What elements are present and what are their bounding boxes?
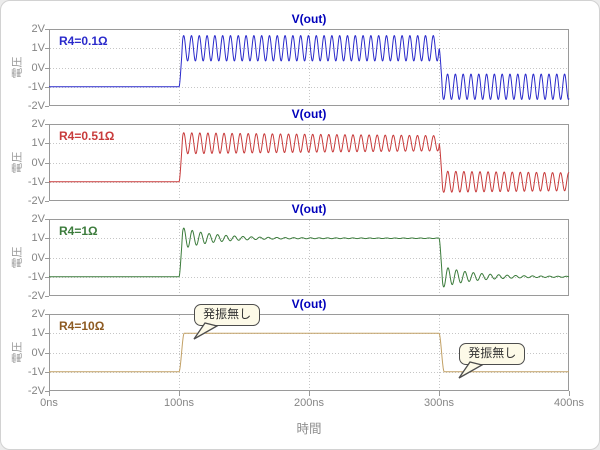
trace-R4=1Ω <box>48 227 570 288</box>
ytick-label: 1V <box>31 42 45 55</box>
ytick-label: 0V <box>31 156 45 169</box>
panel-border <box>49 314 569 391</box>
callout-tail-icon <box>458 361 485 379</box>
trace-R4=10Ω <box>48 332 570 373</box>
series-label-r4-1: R4=1Ω <box>59 224 98 238</box>
ytick-label: -2V <box>27 195 45 207</box>
ytick-label: 2V <box>31 213 45 225</box>
series-label-r4-0p1: R4=0.1Ω <box>59 34 108 48</box>
ytick-label: 0V <box>31 251 45 264</box>
callout-text: 発振無し <box>468 345 517 360</box>
xtick-label: 0ns <box>40 397 58 409</box>
x-axis-label-time: 時間 <box>296 422 322 436</box>
ytick-label: -2V <box>27 290 45 302</box>
xtick-label: 400ns <box>554 397 584 409</box>
trace-R4=0.1Ω <box>48 35 570 100</box>
callout-tail-icon <box>193 322 219 340</box>
trace-R4=0.51Ω <box>48 132 570 193</box>
ytick-label: 2V <box>31 23 45 35</box>
plot-panel-1 <box>45 29 570 107</box>
panel-border <box>49 29 569 106</box>
panel-title-vout-3: V(out) <box>291 202 327 216</box>
ytick-label: 0V <box>31 346 45 359</box>
plot-panel-2 <box>45 124 570 202</box>
plot-panel-4 <box>45 314 570 396</box>
ytick-label: 1V <box>31 232 45 245</box>
ytick-label: 0V <box>31 61 45 74</box>
panel-title-vout-4: V(out) <box>291 297 327 311</box>
panel-title-vout-1: V(out) <box>291 12 327 26</box>
ytick-label: -1V <box>27 365 45 378</box>
series-label-r4-10: R4=10Ω <box>59 319 105 333</box>
ytick-label: 1V <box>31 137 45 150</box>
panel-border <box>49 219 569 296</box>
xtick-label: 300ns <box>424 397 454 409</box>
ytick-label: 2V <box>31 308 45 320</box>
callout-no-oscillation-2: 発振無し <box>458 342 526 379</box>
series-label-r4-0p51: R4=0.51Ω <box>59 129 115 143</box>
plot-panel-3 <box>45 219 570 297</box>
ytick-label: -1V <box>27 175 45 188</box>
ytick-label: -2V <box>27 385 45 397</box>
callout-text: 発振無し <box>203 307 252 322</box>
ytick-label: -2V <box>27 100 45 112</box>
xtick-label: 100ns <box>164 397 194 409</box>
ytick-label: 2V <box>31 118 45 130</box>
ytick-label: -1V <box>27 270 45 283</box>
panel-title-vout-2: V(out) <box>291 107 327 121</box>
ytick-label: -1V <box>27 80 45 93</box>
ytick-label: 1V <box>31 327 45 340</box>
panel-border <box>49 124 569 201</box>
callout-no-oscillation-1: 発振無し <box>193 304 261 340</box>
xtick-label: 200ns <box>294 397 324 409</box>
